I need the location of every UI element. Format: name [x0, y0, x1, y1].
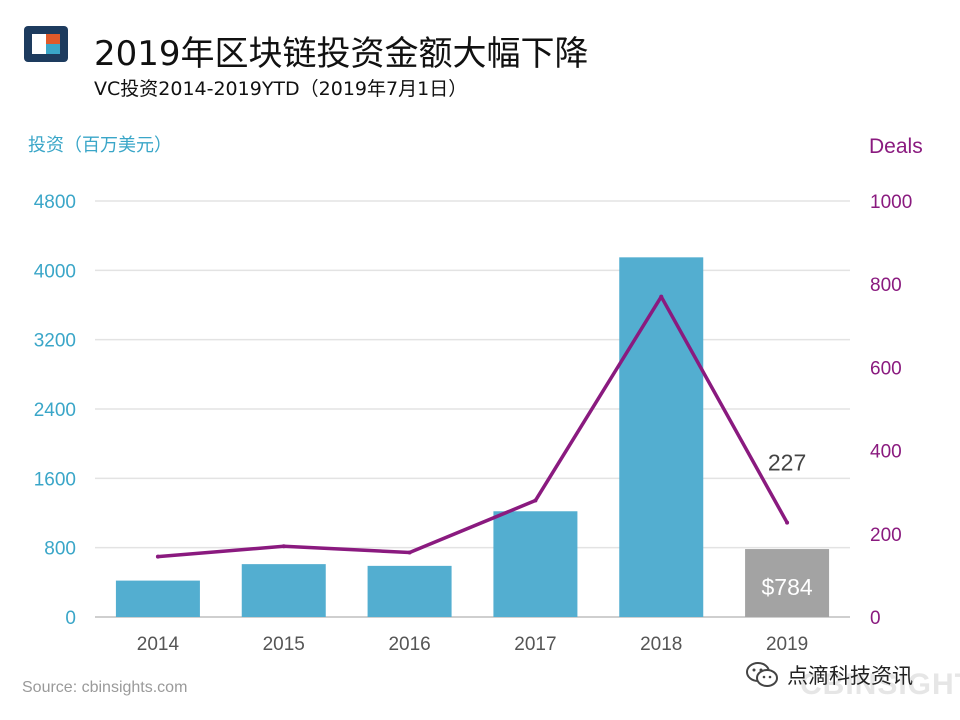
- y-tick-label: 3200: [34, 331, 76, 352]
- bar: [241, 564, 326, 617]
- source-note: Source: cbinsights.com: [22, 679, 188, 696]
- page-subtitle: VC投资2014-2019YTD（2019年7月1日）: [94, 78, 468, 100]
- y-tick-label: 0: [65, 608, 76, 629]
- bar: [493, 511, 578, 617]
- y-tick-label: 4800: [34, 192, 76, 213]
- deals-point: [533, 498, 538, 503]
- x-tick-label: 2014: [137, 634, 180, 655]
- y-axis-label-left: 投资（百万美元）: [28, 135, 172, 156]
- x-tick-label: 2018: [640, 634, 682, 655]
- deals-point: [155, 554, 160, 559]
- wechat-account-name: 点滴科技资讯: [787, 664, 913, 688]
- page-title: 2019年区块链投资金额大幅下降: [94, 34, 589, 74]
- bar: [115, 580, 200, 617]
- cb-insights-logo: [24, 26, 68, 62]
- bar: [367, 565, 452, 617]
- y2-tick-label: 400: [870, 442, 902, 463]
- x-tick-label: 2016: [388, 634, 430, 655]
- x-tick-label: 2015: [263, 634, 305, 655]
- watermark-brand: CBINSIGHTS: [800, 668, 960, 701]
- wechat-icon: [746, 662, 778, 687]
- bar: [619, 257, 704, 617]
- x-tick-label: 2019: [766, 634, 808, 655]
- wechat-account[interactable]: 点滴科技资讯: [745, 660, 913, 690]
- y2-tick-label: 0: [870, 608, 881, 629]
- y-tick-label: 1600: [34, 469, 76, 490]
- x-tick-label: 2017: [514, 634, 556, 655]
- y2-tick-label: 200: [870, 525, 902, 546]
- deals-point: [659, 294, 664, 299]
- bar-value-label: $784: [761, 574, 812, 600]
- deals-line: [157, 294, 789, 559]
- deals-point: [785, 520, 790, 525]
- y2-tick-label: 600: [870, 358, 902, 379]
- y2-tick-label: 800: [870, 275, 902, 296]
- deals-point: [407, 550, 412, 555]
- bar: [745, 549, 830, 617]
- deals-point: [281, 544, 286, 549]
- line-value-label: 227: [768, 450, 806, 476]
- y-tick-label: 4000: [34, 261, 76, 282]
- y-tick-label: 800: [44, 539, 76, 560]
- y2-tick-label: 1000: [870, 192, 912, 213]
- y-tick-label: 2400: [34, 400, 76, 421]
- y-axis-label-right: Deals: [869, 135, 923, 158]
